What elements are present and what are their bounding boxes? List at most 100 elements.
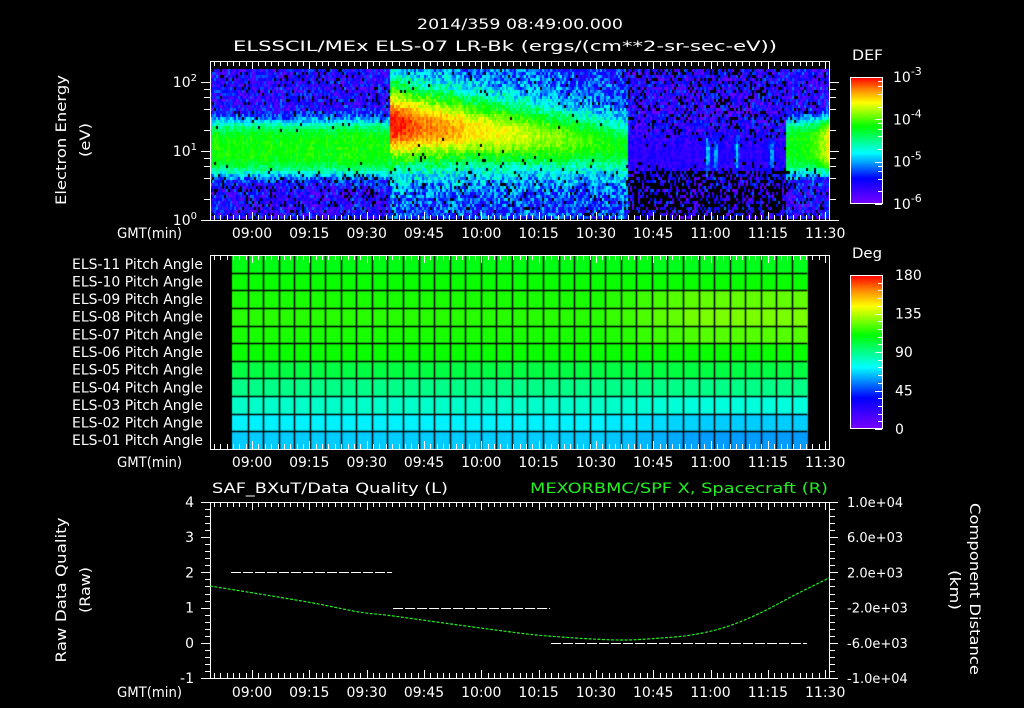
quality-right-tick-label: -6.0e+03 [847, 637, 908, 652]
deg-tick-label: 135 [895, 307, 922, 323]
gmt-axis-label: GMT(min) [117, 685, 182, 701]
time-tick-label: 09:45 [404, 685, 444, 701]
time-tick-label: 11:00 [690, 455, 730, 471]
quality-panel: SAF_BXuT/Data Quality (L) MEXORBMC/SPF X… [54, 481, 982, 687]
time-tick-label: 09:30 [347, 226, 387, 242]
tick-base: 10 [173, 144, 191, 160]
def-tick-label: 10-4 [893, 107, 922, 128]
time-tick-label: 11:15 [748, 685, 788, 701]
quality-right-tick-label: 1.0e+04 [847, 496, 903, 511]
quality-series-layer [209, 572, 830, 644]
time-tick-label: 10:15 [518, 685, 558, 701]
axis-ticks [201, 61, 882, 679]
time-tick-label: 11:30 [805, 455, 845, 471]
time-tick-label: 10:30 [576, 226, 616, 242]
deg-tick-label: 45 [895, 384, 913, 400]
quality-left-title: SAF_BXuT/Data Quality (L) [212, 481, 448, 497]
pitch-row-label: ELS-08 Pitch Angle [72, 310, 203, 326]
energy-axis-units: (eV) [78, 123, 94, 157]
pitch-row-label: ELS-03 Pitch Angle [72, 398, 203, 414]
tick-base: 10 [893, 70, 911, 86]
def-tick-label: 10-6 [893, 192, 922, 213]
tick-exponent: 1 [191, 142, 197, 153]
pitch-row-label: ELS-09 Pitch Angle [72, 292, 203, 308]
pitch-row-label: ELS-04 Pitch Angle [72, 380, 203, 396]
quality-left-tick-label: 0 [185, 636, 194, 652]
time-tick-label: 09:00 [232, 455, 272, 471]
time-tick-label: 10:45 [633, 455, 673, 471]
header: 2014/359 08:49:00.000 ELSSCIL/MEx ELS-07… [233, 17, 777, 55]
time-tick-label: 10:45 [633, 685, 673, 701]
time-axis-labels: 09:00 09:15 09:30 09:45 10:00 10:15 10:30 10:45… [117, 226, 845, 701]
time-tick-label: 10:15 [518, 455, 558, 471]
pitch-row-label: ELS-11 Pitch Angle [72, 257, 203, 273]
def-colorbar [850, 77, 883, 204]
quality-right-tick-label: 2.0e+03 [847, 566, 903, 581]
def-tick-label: 10-3 [893, 65, 922, 86]
time-tick-label: 11:15 [748, 455, 788, 471]
time-tick-label: 09:00 [232, 226, 272, 242]
deg-colorbar-title: Deg [852, 246, 882, 262]
deg-tick-label: 180 [895, 268, 922, 284]
def-colorbar-labels: 10-310-410-510-6 [893, 65, 922, 213]
quality-right-axis-units: (km) [946, 570, 962, 610]
time-tick-label: 10:00 [461, 455, 501, 471]
quality-right-tick-label: -1.0e+04 [847, 672, 908, 687]
tick-base: 10 [173, 75, 191, 91]
tick-base: 10 [893, 155, 911, 171]
time-tick-label: 09:15 [289, 226, 329, 242]
quality-left-tick-label: 4 [185, 495, 194, 511]
quality-plot-frame [210, 502, 830, 679]
gmt-axis-label: GMT(min) [117, 455, 182, 471]
tick-exponent: -3 [911, 65, 922, 78]
time-tick-label: 10:30 [576, 455, 616, 471]
tick-exponent: -4 [911, 107, 922, 120]
time-tick-label: 09:00 [232, 685, 272, 701]
spacecraft-x-position-line [209, 577, 830, 641]
pitch-angle-heatmap [210, 255, 829, 449]
def-colorbar-title: DEF [852, 48, 883, 64]
deg-tick-label: 90 [895, 345, 913, 361]
tick-base: 10 [173, 213, 191, 229]
quality-right-axis-labels: 1.0e+04 6.0e+03 2.0e+03 -2.0e+03 -6.0e+03 -1.… [847, 496, 908, 687]
time-tick-label: 09:45 [404, 226, 444, 242]
quality-left-axis-labels: 4 3 2 1 0 -1 [180, 495, 194, 687]
time-tick-label: 09:15 [289, 455, 329, 471]
energy-axis-title: Electron Energy [54, 75, 70, 205]
pitch-row-label: ELS-06 Pitch Angle [72, 345, 203, 361]
quality-left-tick-label: 1 [185, 601, 194, 617]
pitch-plot-frame [210, 255, 830, 450]
pitch-row-label: ELS-05 Pitch Angle [72, 363, 203, 379]
pitch-row-label: ELS-07 Pitch Angle [72, 327, 203, 343]
quality-left-axis-title: Raw Data Quality [54, 518, 70, 663]
time-tick-label: 11:00 [690, 685, 730, 701]
energy-tick-label: 102 [173, 73, 197, 91]
quality-left-tick-label: 2 [185, 565, 194, 581]
deg-tick-label: 0 [895, 422, 904, 438]
deg-colorbar-frame [850, 275, 883, 429]
energy-tick-label: 101 [173, 142, 197, 160]
time-tick-label: 09:15 [289, 685, 329, 701]
tick-base: 10 [893, 197, 911, 213]
tick-exponent: -6 [911, 192, 922, 205]
time-tick-label: 11:30 [805, 685, 845, 701]
def-tick-label: 10-5 [893, 150, 922, 171]
quality-left-axis-units: (Raw) [78, 567, 94, 613]
time-tick-label: 10:30 [576, 685, 616, 701]
deg-colorbar-labels: 180 135 90 45 0 [895, 268, 922, 438]
time-tick-label: 11:15 [748, 226, 788, 242]
quality-right-axis-title: Component Distance [966, 503, 982, 675]
pitch-row-label: ELS-01 Pitch Angle [72, 433, 203, 449]
tick-exponent: 0 [191, 211, 197, 222]
energy-spectrogram-heatmap [210, 61, 829, 220]
pitch-row-label: ELS-10 Pitch Angle [72, 275, 203, 291]
quality-right-tick-label: 6.0e+03 [847, 531, 903, 546]
quality-left-tick-label: -1 [180, 671, 194, 687]
time-tick-label: 10:00 [461, 685, 501, 701]
